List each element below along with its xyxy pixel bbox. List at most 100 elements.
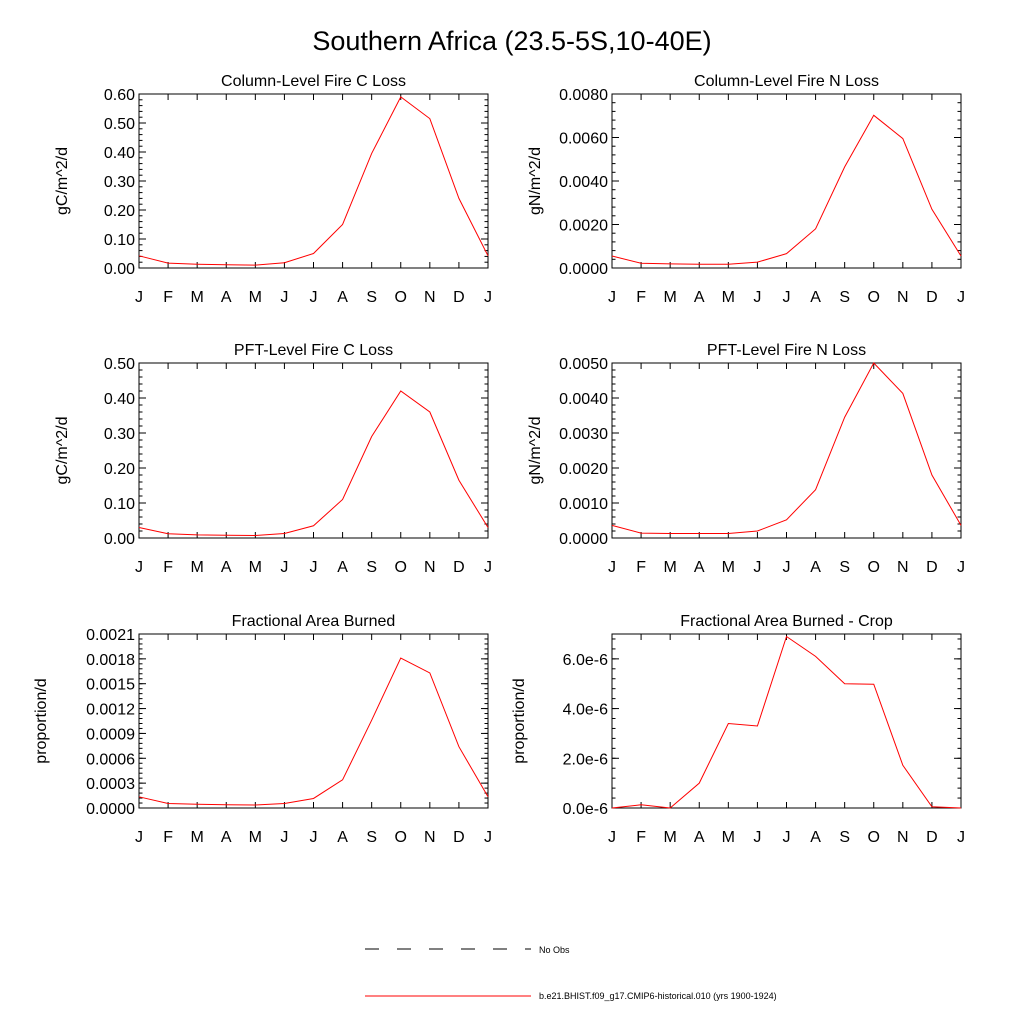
x-tick-label: A	[694, 559, 705, 576]
x-tick-label: M	[722, 559, 735, 576]
x-tick-label: N	[424, 289, 436, 306]
x-tick-label: O	[395, 289, 407, 306]
y-tick-label: 0.0006	[86, 751, 135, 768]
legend: No Obs b.e21.BHIST.f09_g17.CMIP6-histori…	[365, 945, 777, 1001]
x-tick-label: J	[135, 289, 143, 306]
y-tick-label: 0.0040	[559, 391, 608, 408]
x-tick-label: J	[310, 289, 318, 306]
x-tick-label: J	[608, 559, 616, 576]
y-tick-label: 0.0003	[86, 776, 135, 793]
y-tick-label: 0.0000	[86, 801, 135, 818]
panel-title: Fractional Area Burned	[232, 613, 396, 630]
x-tick-label: F	[636, 289, 646, 306]
legend-obs-label: No Obs	[539, 945, 570, 955]
x-tick-label: M	[191, 289, 204, 306]
y-axis-label: gN/m^2/d	[527, 417, 544, 485]
y-tick-label: 0.0018	[86, 652, 135, 669]
plot-frame	[138, 93, 489, 269]
x-tick-label: J	[608, 829, 616, 846]
y-tick-label: 0.0000	[559, 261, 608, 278]
y-tick-label: 0.0012	[86, 702, 135, 719]
x-tick-label: M	[249, 559, 262, 576]
x-tick-label: J	[135, 829, 143, 846]
y-tick-label: 0.20	[104, 203, 135, 220]
y-tick-label: 0.0060	[559, 131, 608, 148]
y-axis-label: proportion/d	[33, 678, 50, 763]
x-tick-label: A	[694, 289, 705, 306]
x-tick-label: A	[337, 559, 348, 576]
plot-frame	[138, 362, 489, 539]
panel-title: Column-Level Fire N Loss	[694, 73, 879, 90]
y-tick-label: 4.0e-6	[563, 702, 608, 719]
x-tick-label: J	[957, 829, 965, 846]
x-tick-label: J	[280, 559, 288, 576]
x-tick-label: J	[135, 559, 143, 576]
x-tick-label: F	[163, 829, 173, 846]
y-tick-label: 0.60	[104, 87, 135, 104]
plot-frame	[611, 633, 962, 809]
x-tick-label: F	[636, 559, 646, 576]
y-tick-label: 0.0020	[559, 218, 608, 235]
series-line-model	[138, 657, 489, 806]
x-tick-label: N	[424, 829, 436, 846]
x-tick-label: M	[664, 289, 677, 306]
y-tick-label: 0.10	[104, 496, 135, 513]
x-tick-label: J	[608, 289, 616, 306]
x-tick-label: J	[753, 829, 761, 846]
y-tick-label: 0.0009	[86, 726, 135, 743]
x-tick-label: A	[810, 289, 821, 306]
x-tick-label: N	[897, 829, 909, 846]
x-tick-label: A	[337, 289, 348, 306]
y-axis-label: gC/m^2/d	[54, 147, 71, 215]
x-tick-label: M	[664, 829, 677, 846]
x-tick-label: A	[221, 829, 232, 846]
x-tick-label: J	[280, 289, 288, 306]
y-tick-label: 0.50	[104, 356, 135, 373]
x-tick-label: D	[453, 559, 465, 576]
x-tick-label: J	[753, 559, 761, 576]
y-tick-label: 0.10	[104, 232, 135, 249]
y-tick-label: 0.0000	[559, 531, 608, 548]
y-tick-label: 6.0e-6	[563, 652, 608, 669]
x-tick-label: J	[783, 829, 791, 846]
x-tick-label: A	[221, 289, 232, 306]
x-tick-label: F	[163, 289, 173, 306]
x-tick-label: O	[868, 559, 880, 576]
x-tick-label: D	[926, 289, 938, 306]
x-tick-label: S	[366, 829, 377, 846]
x-tick-label: J	[280, 829, 288, 846]
x-tick-label: S	[366, 289, 377, 306]
y-tick-label: 0.0040	[559, 174, 608, 191]
x-tick-label: J	[753, 289, 761, 306]
plot-frame	[611, 362, 962, 539]
x-tick-label: J	[484, 289, 492, 306]
x-tick-label: S	[366, 559, 377, 576]
x-tick-label: N	[897, 559, 909, 576]
panel-title: Column-Level Fire C Loss	[221, 73, 406, 90]
x-tick-label: J	[484, 559, 492, 576]
x-tick-label: N	[424, 559, 436, 576]
x-tick-label: J	[310, 559, 318, 576]
x-tick-label: D	[453, 829, 465, 846]
x-tick-label: D	[453, 289, 465, 306]
panel-title: PFT-Level Fire C Loss	[234, 342, 393, 359]
x-tick-label: O	[868, 829, 880, 846]
x-tick-label: S	[839, 829, 850, 846]
y-tick-label: 0.30	[104, 426, 135, 443]
x-tick-label: M	[722, 829, 735, 846]
y-tick-label: 0.0050	[559, 356, 608, 373]
legend-model-label: b.e21.BHIST.f09_g17.CMIP6-historical.010…	[539, 991, 777, 1001]
x-tick-label: A	[694, 829, 705, 846]
x-tick-label: O	[395, 829, 407, 846]
y-tick-label: 0.0010	[559, 496, 608, 513]
x-tick-label: F	[636, 829, 646, 846]
x-tick-label: J	[484, 829, 492, 846]
x-tick-label: J	[783, 559, 791, 576]
x-tick-label: S	[839, 289, 850, 306]
x-tick-label: J	[957, 559, 965, 576]
x-tick-label: M	[249, 829, 262, 846]
series-line-model	[138, 96, 489, 266]
